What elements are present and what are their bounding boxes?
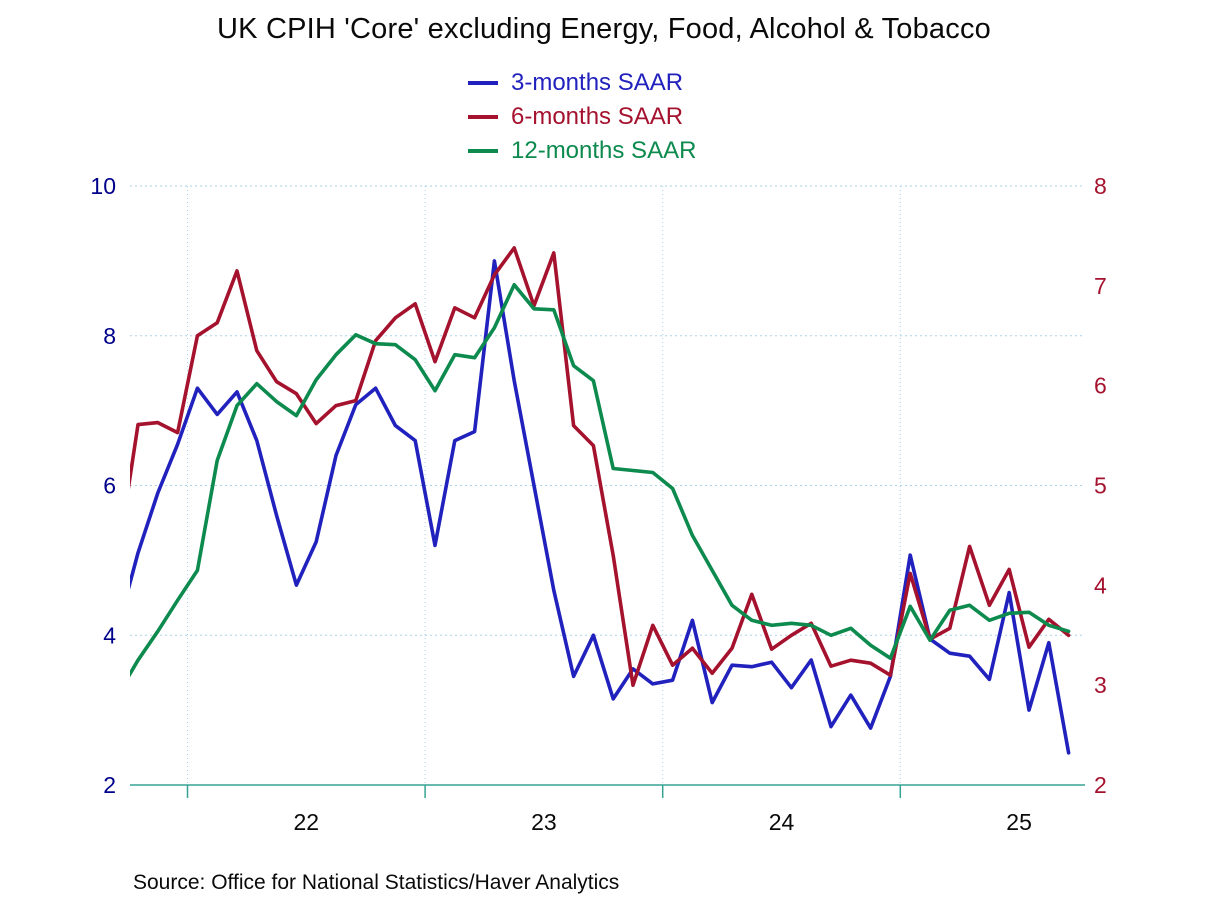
left-axis-tick-label: 8 xyxy=(103,323,116,349)
x-axis xyxy=(130,784,1085,798)
series-line-12-months-saar xyxy=(130,282,1071,678)
left-axis-tick-label: 10 xyxy=(90,173,116,199)
legend-line-swatch-3-months xyxy=(468,81,498,85)
series-line-3-months-saar xyxy=(130,259,1071,755)
x-axis-tick-label: 23 xyxy=(531,809,557,835)
legend-item: 3-months SAAR xyxy=(468,66,696,100)
legend-item: 6-months SAAR xyxy=(468,100,696,134)
legend-item: 12-months SAAR xyxy=(468,134,696,168)
x-axis-tick-label: 22 xyxy=(294,809,320,835)
right-axis-tick-label: 4 xyxy=(1094,572,1107,598)
right-axis-tick-label: 6 xyxy=(1094,373,1107,399)
right-axis-tick-label: 3 xyxy=(1094,672,1107,698)
chart-title: UK CPIH 'Core' excluding Energy, Food, A… xyxy=(217,13,991,45)
right-axis-tick-label: 7 xyxy=(1094,273,1107,299)
series-line-6-months-saar xyxy=(130,246,1071,688)
gridlines xyxy=(130,185,1085,785)
right-axis-tick-label: 8 xyxy=(1094,173,1107,199)
legend: 3-months SAAR 6-months SAAR 12-months SA… xyxy=(468,66,696,168)
left-axis-tick-label: 2 xyxy=(103,772,116,798)
left-axis-tick-label: 4 xyxy=(103,622,116,648)
legend-label-12-months: 12-months SAAR xyxy=(511,137,697,164)
right-axis-tick-label: 5 xyxy=(1094,473,1107,499)
source-note: Source: Office for National Statistics/H… xyxy=(133,871,620,894)
legend-label-3-months: 3-months SAAR xyxy=(511,69,684,96)
right-axis-tick-label: 2 xyxy=(1094,772,1107,798)
legend-label-6-months: 6-months SAAR xyxy=(511,103,684,130)
left-axis-tick-label: 6 xyxy=(103,473,116,499)
x-axis-tick-label: 25 xyxy=(1006,809,1032,835)
legend-line-swatch-12-months xyxy=(468,149,498,153)
legend-line-swatch-6-months xyxy=(468,115,498,119)
x-axis-tick-label: 24 xyxy=(769,809,795,835)
